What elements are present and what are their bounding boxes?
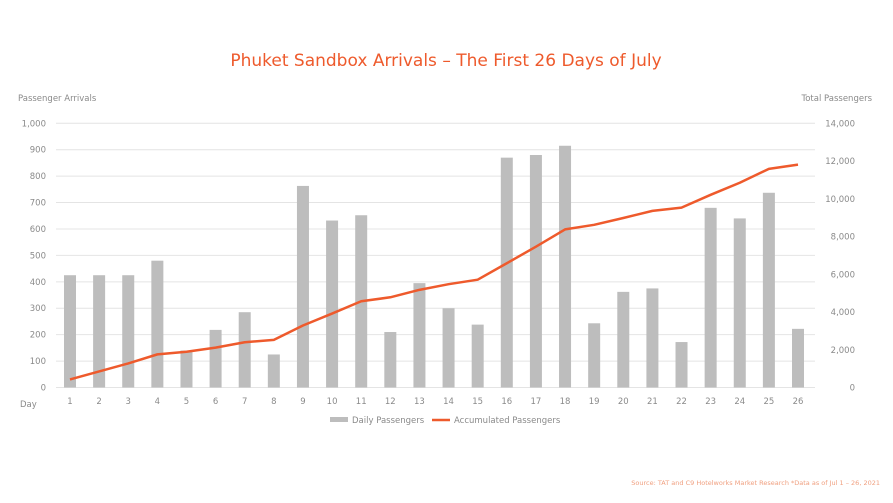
bar-daily-passengers xyxy=(529,155,542,388)
x-tick: 11 xyxy=(356,397,367,407)
y-tick-right: 14,000 xyxy=(825,119,855,129)
x-axis-label: Day xyxy=(20,400,37,410)
x-tick: 9 xyxy=(300,397,305,407)
bar-daily-passengers xyxy=(296,185,309,388)
bar-daily-passengers xyxy=(93,275,106,388)
bar-daily-passengers xyxy=(267,354,280,388)
legend-label-daily: Daily Passengers xyxy=(352,416,425,426)
bar-daily-passengers xyxy=(326,220,339,388)
y-tick-right: 10,000 xyxy=(825,195,855,205)
y-tick-left: 600 xyxy=(30,225,46,235)
legend-swatch-daily xyxy=(330,417,348,422)
x-tick: 16 xyxy=(501,397,512,407)
bar-daily-passengers xyxy=(733,218,746,388)
x-tick: 18 xyxy=(560,397,571,407)
y-tick-right: 4,000 xyxy=(831,308,855,318)
bar-daily-passengers xyxy=(559,145,572,388)
x-tick: 25 xyxy=(763,397,774,407)
y-tick-right: 8,000 xyxy=(831,233,855,243)
bar-daily-passengers xyxy=(617,291,630,388)
bar-daily-passengers xyxy=(442,308,455,388)
y-tick-left: 400 xyxy=(30,278,46,288)
x-tick: 8 xyxy=(271,397,276,407)
bar-daily-passengers xyxy=(238,312,251,388)
y-tick-left: 300 xyxy=(30,304,46,314)
bar-daily-passengers xyxy=(792,328,804,388)
legend: Daily Passengers Accumulated Passengers xyxy=(330,416,561,426)
y-tick-left: 100 xyxy=(30,357,46,367)
x-tick: 17 xyxy=(531,397,542,407)
x-tick: 23 xyxy=(705,397,716,407)
x-tick: 4 xyxy=(155,397,160,407)
x-tick: 7 xyxy=(242,397,247,407)
x-tick: 26 xyxy=(793,397,804,407)
bar-daily-passengers xyxy=(413,283,426,388)
x-tick: 14 xyxy=(443,397,454,407)
x-tick: 21 xyxy=(647,397,658,407)
bar-daily-passengers xyxy=(704,207,717,388)
y-tick-left: 1,000 xyxy=(22,119,46,129)
x-tick: 24 xyxy=(734,397,745,407)
x-tick: 19 xyxy=(589,397,600,407)
bar-daily-passengers xyxy=(122,275,135,388)
y-tick-right: 12,000 xyxy=(825,157,855,167)
y-tick-left: 900 xyxy=(30,146,46,156)
bar-daily-passengers xyxy=(675,342,688,388)
x-tick: 10 xyxy=(327,397,338,407)
x-tick: 6 xyxy=(213,397,218,407)
bar-daily-passengers xyxy=(384,332,397,388)
left-axis-label: Passenger Arrivals xyxy=(18,94,97,104)
bar-daily-passengers xyxy=(762,192,775,388)
bar-daily-passengers xyxy=(209,329,222,388)
bar-daily-passengers xyxy=(64,275,76,388)
x-tick: 1 xyxy=(67,397,72,407)
bar-daily-passengers xyxy=(151,260,164,388)
chart-title: Phuket Sandbox Arrivals – The First 26 D… xyxy=(230,51,661,71)
y-tick-right: 2,000 xyxy=(831,346,855,356)
line-accumulated-passengers xyxy=(69,163,799,381)
y-tick-left: 800 xyxy=(30,172,46,182)
x-tick: 5 xyxy=(184,397,189,407)
right-axis-label: Total Passengers xyxy=(800,94,872,104)
y-tick-right: 6,000 xyxy=(831,270,855,280)
x-tick: 13 xyxy=(414,397,425,407)
legend-label-accumulated: Accumulated Passengers xyxy=(454,416,561,426)
bar-daily-passengers xyxy=(646,288,659,388)
y-tick-left: 200 xyxy=(30,331,46,341)
y-tick-left: 500 xyxy=(30,251,46,261)
x-tick: 22 xyxy=(676,397,687,407)
bar-daily-passengers xyxy=(588,323,601,388)
bar-daily-passengers xyxy=(500,157,513,388)
x-tick: 20 xyxy=(618,397,629,407)
x-tick: 12 xyxy=(385,397,396,407)
y-tick-left: 700 xyxy=(30,199,46,209)
x-tick: 3 xyxy=(126,397,131,407)
x-tick: 15 xyxy=(472,397,483,407)
source-note: Source: TAT and C9 Hotelworks Market Res… xyxy=(631,479,880,487)
bar-daily-passengers xyxy=(180,350,193,388)
y-tick-right: 0 xyxy=(850,384,855,394)
x-tick: 2 xyxy=(96,397,101,407)
y-tick-left: 0 xyxy=(41,384,46,394)
bar-daily-passengers xyxy=(471,324,484,388)
